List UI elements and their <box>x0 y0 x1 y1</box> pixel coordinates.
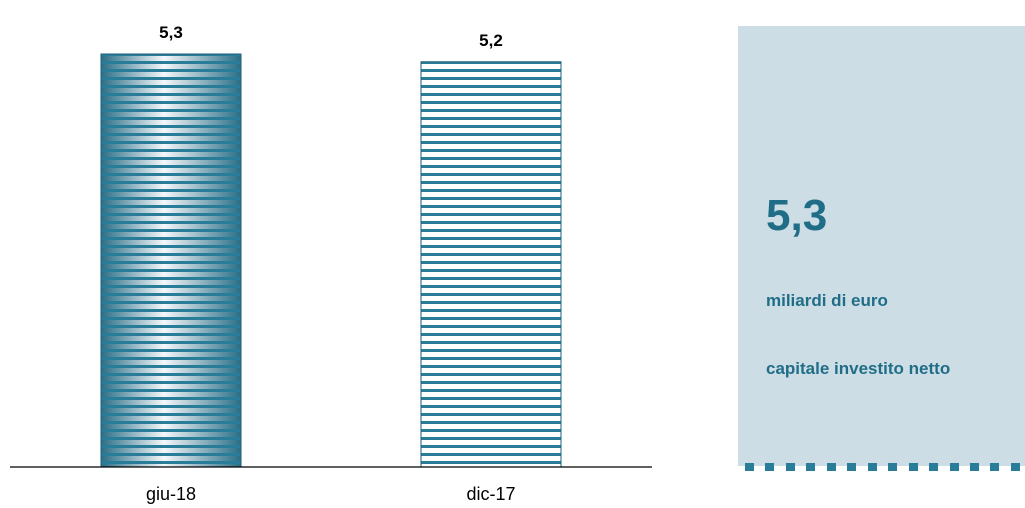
category-label-dic-17: dic-17 <box>466 484 515 504</box>
value-label-giu-18: 5,3 <box>159 23 183 42</box>
bar-stripes-giu-18 <box>100 53 242 468</box>
summary-description: capitale investito netto <box>766 359 951 378</box>
bar-chart: 5,3 giu-18 5,2 dic-17 <box>10 23 652 504</box>
category-label-giu-18: giu-18 <box>146 484 196 504</box>
dotted-divider <box>745 463 1020 471</box>
summary-unit: miliardi di euro <box>766 291 888 310</box>
summary-panel: 5,3 miliardi di euro capitale investito … <box>738 26 1025 466</box>
bar-stripes-dic-17 <box>420 61 562 468</box>
summary-value: 5,3 <box>766 191 828 240</box>
value-label-dic-17: 5,2 <box>479 31 503 50</box>
